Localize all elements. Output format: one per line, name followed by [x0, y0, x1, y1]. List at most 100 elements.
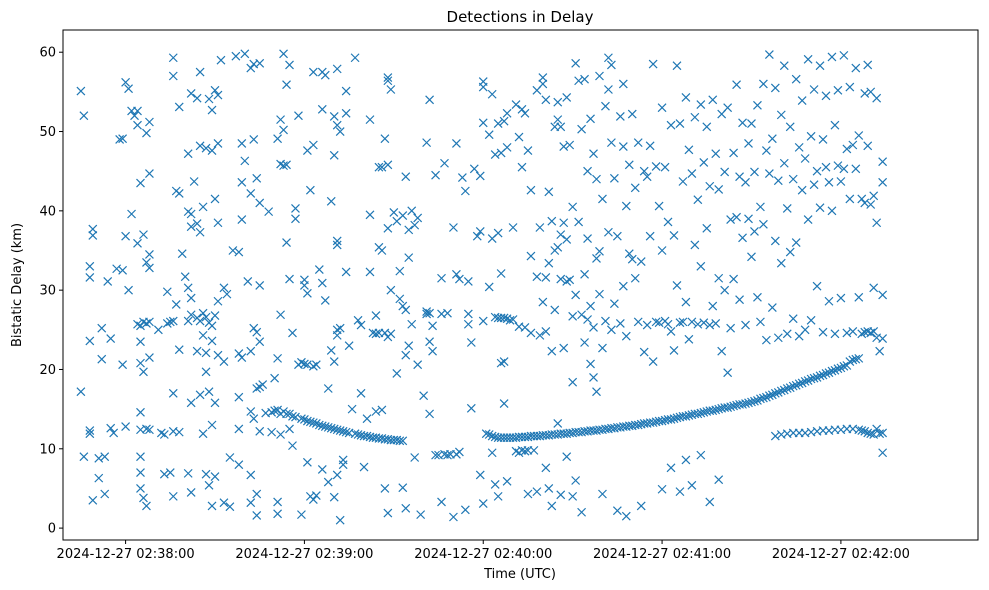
data-point: [371, 311, 381, 320]
data-point: [484, 282, 494, 292]
data-point: [648, 357, 658, 366]
data-point: [350, 429, 360, 439]
data-point: [291, 214, 300, 224]
data-point: [362, 414, 372, 424]
data-point: [794, 142, 804, 152]
data-point: [201, 348, 211, 358]
data-point: [878, 334, 888, 343]
data-point: [210, 398, 220, 408]
data-point: [726, 215, 736, 224]
data-point: [821, 91, 831, 101]
data-point: [848, 326, 858, 336]
data-point: [878, 177, 888, 187]
data-point: [341, 427, 351, 437]
data-point: [592, 254, 601, 263]
data-point: [553, 242, 563, 252]
data-point: [425, 308, 435, 318]
data-point: [317, 104, 327, 114]
data-point: [753, 100, 762, 110]
data-point: [386, 329, 396, 339]
data-point: [764, 169, 774, 178]
data-point: [541, 273, 551, 282]
data-point: [535, 223, 545, 232]
data-point: [758, 219, 768, 229]
data-point: [818, 327, 828, 337]
data-point: [121, 422, 131, 432]
data-point: [302, 457, 312, 467]
data-point: [350, 53, 360, 63]
data-point: [696, 100, 706, 109]
data-point: [487, 431, 497, 441]
data-point: [222, 289, 232, 299]
data-point: [705, 497, 715, 507]
data-point: [642, 172, 652, 182]
data-point: [714, 404, 724, 414]
data-point: [851, 164, 861, 174]
data-point: [627, 109, 637, 119]
data-point: [502, 142, 512, 152]
data-point: [785, 122, 795, 132]
data-point: [797, 185, 807, 195]
data-point: [422, 138, 432, 148]
data-point: [142, 257, 151, 267]
data-point: [618, 79, 628, 89]
data-point: [198, 308, 208, 318]
data-point: [711, 405, 721, 415]
data-point: [776, 110, 786, 120]
data-point: [186, 89, 196, 98]
data-point: [830, 120, 840, 130]
data-point: [562, 92, 572, 102]
data-point: [121, 231, 131, 241]
data-point: [103, 277, 113, 286]
data-point: [773, 176, 783, 186]
data-point: [595, 246, 604, 256]
data-point: [329, 424, 339, 434]
data-point: [606, 138, 616, 148]
data-point: [553, 115, 563, 125]
data-point: [854, 425, 864, 435]
data-point: [294, 111, 303, 121]
data-point: [663, 319, 673, 329]
data-point: [866, 200, 876, 209]
data-point: [153, 325, 163, 335]
data-point: [821, 369, 831, 378]
data-point: [195, 67, 205, 77]
data-point: [872, 218, 882, 228]
data-point: [282, 80, 291, 90]
data-point: [404, 341, 414, 351]
data-point: [419, 391, 429, 401]
x-tick-label: 2024-12-27 02:38:00: [57, 547, 195, 562]
data-point: [764, 391, 774, 401]
data-point: [252, 327, 262, 337]
data-point: [627, 254, 637, 264]
data-point: [174, 345, 184, 355]
data-point: [124, 84, 133, 94]
data-point: [76, 387, 86, 397]
data-point: [684, 145, 694, 155]
data-point: [878, 157, 888, 167]
data-point: [854, 131, 864, 140]
data-point: [109, 428, 119, 438]
data-point: [767, 134, 777, 144]
data-point: [425, 337, 435, 347]
data-point: [487, 89, 497, 99]
data-point: [603, 53, 613, 63]
data-point: [127, 209, 136, 219]
data-point: [332, 64, 342, 74]
data-point: [210, 194, 220, 204]
data-point: [490, 480, 500, 489]
data-point: [118, 360, 128, 370]
data-point: [484, 130, 494, 140]
data-point: [544, 187, 554, 197]
data-point: [863, 60, 873, 70]
data-point: [869, 326, 879, 336]
data-point: [302, 360, 312, 370]
data-point: [782, 329, 792, 339]
data-point: [756, 317, 765, 327]
data-point: [198, 202, 208, 212]
data-point: [228, 246, 238, 255]
data-point: [323, 477, 333, 487]
data-point: [79, 452, 89, 462]
data-point: [335, 426, 345, 435]
data-point: [866, 429, 876, 439]
